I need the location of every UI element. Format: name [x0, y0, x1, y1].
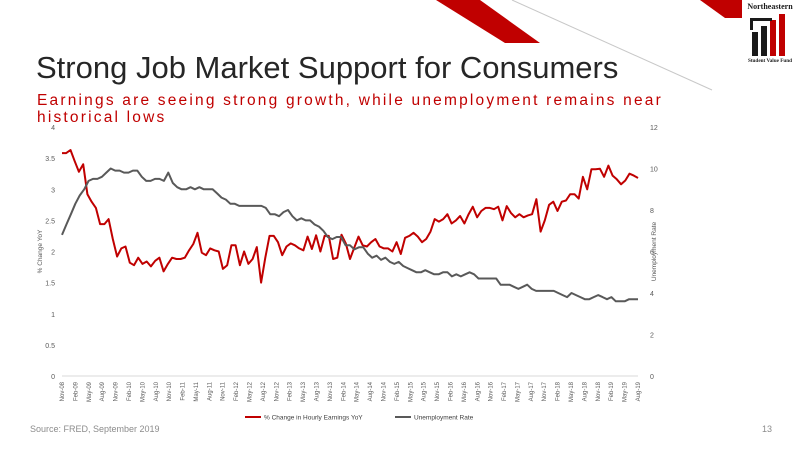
x-tick-label: Feb-19: [609, 381, 615, 401]
x-tick-label: Feb-16: [448, 381, 454, 401]
y-right-tick-label: 2: [650, 333, 654, 340]
x-tick-label: Nov-09: [114, 381, 120, 401]
x-tick-label: May-09: [87, 381, 93, 402]
x-tick-label: May-12: [248, 381, 254, 402]
x-tick-label: Nov-11: [221, 381, 227, 401]
y-right-tick-label: 10: [650, 167, 658, 174]
x-tick-label: Aug-13: [315, 381, 321, 401]
y-left-tick-label: 1.5: [45, 281, 55, 288]
y-right-axis-title: Unemployment Rate: [651, 221, 658, 281]
x-tick-label: Aug-15: [422, 381, 428, 401]
x-tick-label: Feb-17: [502, 381, 508, 401]
y-left-tick-label: 4: [51, 125, 55, 132]
x-tick-label: May-10: [140, 381, 146, 402]
slide-title: Strong Job Market Support for Consumers: [36, 50, 619, 85]
x-tick-label: Nov-17: [542, 381, 548, 401]
x-tick-label: May-13: [301, 381, 307, 402]
x-tick-label: Aug-17: [529, 381, 535, 401]
x-tick-label: Aug-18: [582, 381, 588, 401]
x-tick-label: Feb-13: [288, 381, 294, 401]
x-tick-label: Feb-10: [127, 381, 133, 401]
x-tick-label: Aug-19: [636, 381, 642, 401]
legend-label: Unemployment Rate: [414, 415, 474, 422]
logo-top-text: Northeastern: [747, 2, 793, 11]
x-tick-label: Nov-18: [596, 381, 602, 401]
unemployment-series-line: [61, 167, 638, 303]
y-left-tick-label: 3: [51, 187, 55, 194]
x-tick-label: Aug-09: [100, 381, 106, 401]
x-tick-label: Nov-14: [381, 381, 387, 401]
y-left-tick-label: 3.5: [45, 156, 55, 163]
x-tick-label: May-18: [569, 381, 575, 402]
x-tick-label: Feb-18: [556, 381, 562, 401]
slide-subtitle: Earnings are seeing strong growth, while…: [37, 92, 663, 126]
x-tick-label: Aug-10: [154, 381, 160, 401]
x-tick-label: Nov-08: [60, 381, 66, 401]
earnings-series-line: [62, 149, 639, 284]
y-right-tick-label: 6: [650, 250, 654, 257]
y-left-tick-label: 0.5: [45, 343, 55, 350]
x-tick-label: May-15: [408, 381, 414, 402]
x-tick-label: Aug-14: [368, 381, 374, 401]
x-tick-label: May-11: [194, 381, 200, 401]
y-left-tick-label: 0: [51, 374, 55, 381]
x-tick-label: May-14: [355, 381, 361, 402]
y-left-axis-title: % Change YoY: [37, 229, 44, 273]
y-right-tick-label: 8: [650, 208, 654, 215]
x-tick-label: Feb-15: [395, 381, 401, 401]
fund-logo: Northeastern Student Value Fund: [742, 2, 798, 68]
y-right-tick-label: 0: [650, 374, 654, 381]
x-tick-label: Feb-09: [73, 381, 79, 401]
x-tick-label: Aug-12: [261, 381, 267, 401]
x-tick-label: Feb-12: [234, 381, 240, 401]
x-tick-label: Feb-14: [341, 381, 347, 401]
logo-bottom-text: Student Value Fund: [747, 58, 793, 64]
x-tick-label: May-16: [462, 381, 468, 402]
logo-bars-graphic: [750, 14, 785, 56]
x-tick-label: Nov-10: [167, 381, 173, 401]
x-tick-label: Aug-16: [475, 381, 481, 401]
y-left-tick-label: 2.5: [45, 218, 55, 225]
y-right-tick-label: 4: [650, 291, 654, 298]
page-number: 13: [762, 424, 773, 434]
x-tick-label: Nov-15: [435, 381, 441, 401]
x-tick-label: Nov-13: [328, 381, 334, 401]
x-tick-label: May-17: [515, 381, 521, 402]
y-left-tick-label: 1: [51, 312, 55, 319]
x-tick-label: Nov-16: [489, 381, 495, 401]
source-note: Source: FRED, September 2019: [30, 424, 160, 434]
x-tick-label: Aug-11: [207, 381, 213, 401]
legend-label: % Change in Hourly Earnings YoY: [264, 415, 363, 422]
x-tick-label: May-19: [623, 381, 629, 402]
y-left-tick-label: 2: [51, 250, 55, 257]
x-tick-label: Feb-11: [181, 381, 187, 400]
y-right-tick-label: 12: [650, 125, 658, 132]
x-tick-label: Nov-12: [274, 381, 280, 401]
